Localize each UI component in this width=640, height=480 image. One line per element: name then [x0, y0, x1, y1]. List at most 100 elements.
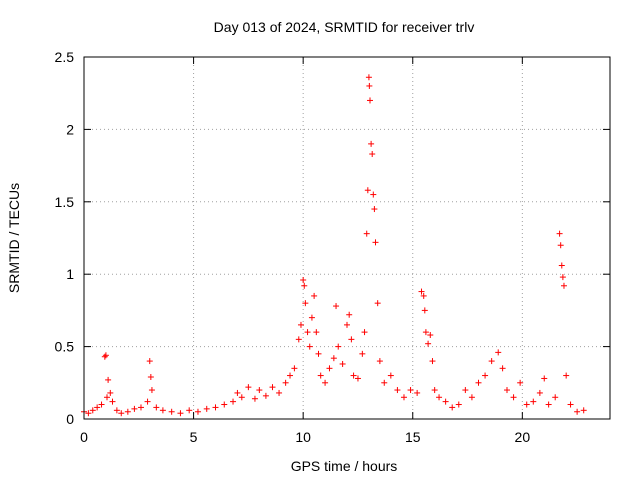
data-point — [523, 401, 530, 408]
data-point — [468, 394, 475, 401]
data-point — [147, 374, 154, 381]
data-point — [245, 384, 252, 391]
data-point — [101, 353, 108, 360]
data-point — [567, 401, 574, 408]
y-tick-label: 1 — [66, 266, 74, 282]
data-point — [131, 405, 138, 412]
data-point — [301, 282, 308, 289]
data-point — [365, 74, 372, 81]
data-point — [407, 387, 414, 394]
data-point — [418, 288, 425, 295]
data-point — [311, 292, 318, 299]
data-point — [346, 311, 353, 318]
data-point — [536, 389, 543, 396]
data-point — [348, 336, 355, 343]
data-point — [105, 376, 112, 383]
data-point — [350, 372, 357, 379]
x-tick-label: 15 — [405, 429, 421, 445]
chart-title: Day 013 of 2024, SRMTID for receiver trl… — [214, 19, 475, 35]
data-point — [488, 358, 495, 365]
data-point — [295, 336, 302, 343]
y-axis-label: SRMTID / TECUs — [6, 183, 22, 293]
data-point — [308, 314, 315, 321]
data-point — [269, 384, 276, 391]
x-tick-label: 20 — [515, 429, 531, 445]
data-point — [510, 394, 517, 401]
data-point — [282, 379, 289, 386]
data-point — [372, 239, 379, 246]
data-point — [330, 355, 337, 362]
data-point — [541, 375, 548, 382]
data-point — [238, 394, 245, 401]
data-point — [146, 358, 153, 365]
data-point — [552, 394, 559, 401]
plot-frame — [83, 56, 611, 420]
data-point — [251, 395, 258, 402]
data-point — [194, 408, 201, 415]
data-point — [449, 404, 456, 411]
data-point — [400, 394, 407, 401]
data-point — [153, 404, 160, 411]
data-point — [144, 398, 151, 405]
data-point — [557, 242, 564, 249]
x-axis-label: GPS time / hours — [291, 458, 398, 474]
data-point — [256, 387, 263, 394]
data-point — [363, 230, 370, 237]
axis-ticks: 0 5 10 15 20 0 0.5 1 1.5 2 2.5 — [55, 49, 610, 445]
data-point — [376, 358, 383, 365]
data-point — [374, 300, 381, 307]
data-point — [297, 321, 304, 328]
data-point — [333, 303, 340, 310]
data-point — [369, 151, 376, 158]
data-point — [558, 262, 565, 269]
data-point — [137, 404, 144, 411]
data-point — [368, 140, 375, 147]
data-point — [574, 408, 581, 415]
data-point — [545, 401, 552, 408]
data-point — [109, 398, 116, 405]
y-tick-label: 1.5 — [55, 194, 75, 210]
data-point — [482, 372, 489, 379]
data-point — [148, 387, 155, 394]
data-point — [436, 394, 443, 401]
data-point — [107, 389, 114, 396]
data-point — [462, 387, 469, 394]
data-point — [580, 407, 587, 414]
data-point — [262, 392, 269, 399]
data-points — [81, 74, 587, 417]
data-point — [495, 349, 502, 356]
data-point — [517, 379, 524, 386]
data-point — [317, 372, 324, 379]
data-point — [177, 410, 184, 417]
data-point — [420, 292, 427, 299]
data-point — [326, 365, 333, 372]
data-point — [503, 387, 510, 394]
data-point — [394, 387, 401, 394]
data-point — [230, 398, 237, 405]
data-point — [335, 343, 342, 350]
data-point — [364, 187, 371, 194]
y-tick-label: 0 — [66, 411, 74, 427]
x-tick-label: 10 — [295, 429, 311, 445]
data-point — [455, 401, 462, 408]
data-point — [442, 398, 449, 405]
data-point — [371, 206, 378, 213]
data-point — [370, 191, 377, 198]
data-point — [367, 97, 374, 104]
data-point — [354, 375, 361, 382]
data-point — [94, 404, 101, 411]
data-point — [287, 372, 294, 379]
grid-lines — [84, 57, 610, 419]
data-point — [313, 329, 320, 336]
data-point — [98, 401, 105, 408]
y-tick-label: 2.5 — [55, 49, 75, 65]
data-point — [102, 352, 109, 359]
data-point — [425, 340, 432, 347]
data-point — [212, 404, 219, 411]
data-point — [431, 387, 438, 394]
data-point — [366, 82, 373, 89]
data-point — [276, 389, 283, 396]
data-point — [203, 405, 210, 412]
data-point — [361, 329, 368, 336]
data-point — [304, 329, 311, 336]
